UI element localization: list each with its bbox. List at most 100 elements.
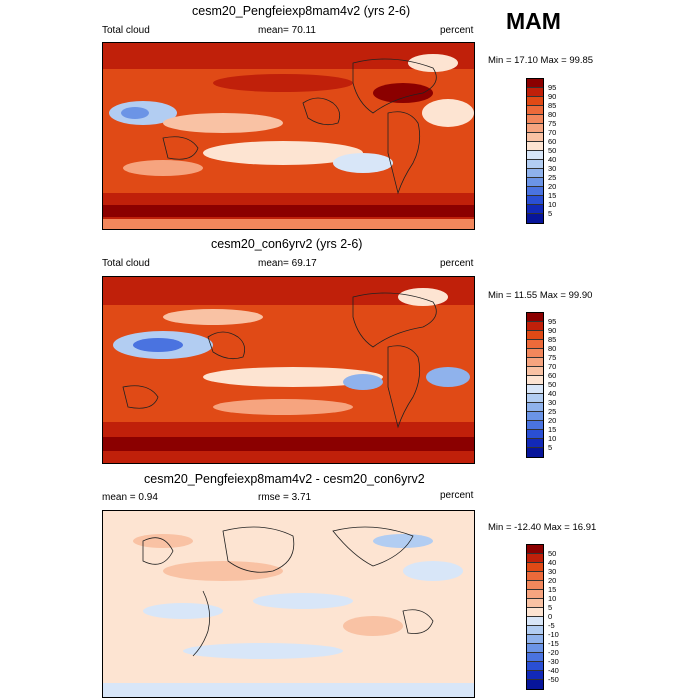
- colorbar-tick-label: -50: [548, 675, 559, 684]
- panel2-colorbar-boxes: [526, 312, 544, 458]
- colorbar-tick-label: 30: [548, 398, 557, 407]
- colorbar-tick-label: 5: [548, 603, 553, 612]
- colorbar-tick-label: 30: [548, 567, 557, 576]
- colorbar-swatch: [527, 313, 543, 322]
- season-label: MAM: [506, 8, 561, 34]
- colorbar-swatch: [527, 563, 543, 572]
- colorbar-swatch: [527, 376, 543, 385]
- colorbar-tick-label: 20: [548, 182, 557, 191]
- colorbar-swatch: [527, 403, 543, 412]
- colorbar-swatch: [527, 133, 543, 142]
- colorbar-swatch: [527, 79, 543, 88]
- colorbar-tick-label: 40: [548, 155, 557, 164]
- colorbar-tick-label: 20: [548, 576, 557, 585]
- colorbar-tick-label: 40: [548, 558, 557, 567]
- colorbar-tick-label: 30: [548, 164, 557, 173]
- colorbar-tick-label: -10: [548, 630, 559, 639]
- colorbar-swatch: [527, 394, 543, 403]
- panel3-mean-label: mean = 0.94: [102, 492, 158, 503]
- colorbar-swatch: [527, 169, 543, 178]
- colorbar-swatch: [527, 385, 543, 394]
- colorbar-tick-label: 90: [548, 92, 557, 101]
- colorbar-tick-label: 95: [548, 83, 557, 92]
- colorbar-tick-label: 75: [548, 119, 557, 128]
- colorbar-tick-label: 5: [548, 209, 553, 218]
- colorbar-swatch: [527, 97, 543, 106]
- panel2-title: cesm20_con6yrv2 (yrs 2-6): [211, 237, 363, 251]
- colorbar-swatch: [527, 106, 543, 115]
- colorbar-tick-label: 80: [548, 110, 557, 119]
- colorbar-swatch: [527, 340, 543, 349]
- colorbar-tick-label: 10: [548, 594, 557, 603]
- panel1-minmax: Min = 17.10 Max = 99.85: [488, 55, 594, 66]
- panel2-minmax: Min = 11.55 Max = 99.90: [488, 290, 593, 301]
- colorbar-tick-label: 95: [548, 317, 557, 326]
- colorbar-tick-label: -30: [548, 657, 559, 666]
- panel2-left-label: Total cloud: [102, 258, 150, 269]
- colorbar-tick-label: 85: [548, 101, 557, 110]
- colorbar-tick-label: 10: [548, 200, 557, 209]
- colorbar-tick-label: 15: [548, 585, 557, 594]
- colorbar-swatch: [527, 421, 543, 430]
- panel3-colorbar-boxes: [526, 544, 544, 690]
- panel3-minmax: Min = -12.40 Max = 16.91: [488, 522, 597, 533]
- colorbar-tick-label: 60: [548, 371, 557, 380]
- colorbar-swatch: [527, 617, 543, 626]
- panel1-colorbar-boxes: [526, 78, 544, 224]
- colorbar-tick-label: 50: [548, 549, 557, 558]
- colorbar-swatch: [527, 608, 543, 617]
- colorbar-swatch: [527, 430, 543, 439]
- panel1-mean-label: mean= 70.11: [258, 25, 316, 36]
- colorbar-swatch: [527, 680, 543, 689]
- colorbar-swatch: [527, 412, 543, 421]
- colorbar-swatch: [527, 581, 543, 590]
- colorbar-swatch: [527, 214, 543, 223]
- colorbar-swatch: [527, 142, 543, 151]
- panel3-title: cesm20_Pengfeiexp8mam4v2 - cesm20_con6yr…: [144, 472, 425, 486]
- colorbar-tick-label: 75: [548, 353, 557, 362]
- colorbar-tick-label: 15: [548, 191, 557, 200]
- colorbar-swatch: [527, 545, 543, 554]
- colorbar-swatch: [527, 662, 543, 671]
- colorbar-swatch: [527, 554, 543, 563]
- colorbar-swatch: [527, 653, 543, 662]
- colorbar-swatch: [527, 88, 543, 97]
- colorbar-tick-label: 90: [548, 326, 557, 335]
- colorbar-swatch: [527, 599, 543, 608]
- panel2-mean-label: mean= 69.17: [258, 258, 317, 269]
- colorbar-swatch: [527, 205, 543, 214]
- colorbar-swatch: [527, 115, 543, 124]
- colorbar-tick-label: 50: [548, 146, 557, 155]
- colorbar-swatch: [527, 124, 543, 133]
- panel2-units-label: percent: [440, 258, 474, 269]
- colorbar-swatch: [527, 358, 543, 367]
- colorbar-swatch: [527, 178, 543, 187]
- colorbar-tick-label: 5: [548, 443, 553, 452]
- colorbar-swatch: [527, 626, 543, 635]
- colorbar-swatch: [527, 644, 543, 653]
- colorbar-swatch: [527, 187, 543, 196]
- colorbar-tick-label: 15: [548, 425, 557, 434]
- colorbar-tick-label: 70: [548, 128, 557, 137]
- colorbar-tick-label: 70: [548, 362, 557, 371]
- panel1-left-label: Total cloud: [102, 25, 150, 36]
- panel1-title: cesm20_Pengfeiexp8mam4v2 (yrs 2-6): [192, 4, 411, 18]
- colorbar-swatch: [527, 671, 543, 680]
- colorbar-tick-label: -40: [548, 666, 559, 675]
- colorbar-swatch: [527, 331, 543, 340]
- panel3-difference-map: [102, 510, 475, 698]
- colorbar-swatch: [527, 349, 543, 358]
- colorbar-swatch: [527, 448, 543, 457]
- panel3-units-label: percent: [440, 490, 474, 501]
- colorbar-tick-label: 20: [548, 416, 557, 425]
- colorbar-tick-label: 80: [548, 344, 557, 353]
- colorbar-swatch: [527, 367, 543, 376]
- panel2-cloud-map: [102, 276, 475, 464]
- colorbar-tick-label: 50: [548, 380, 557, 389]
- colorbar-swatch: [527, 160, 543, 169]
- colorbar-tick-label: 0: [548, 612, 553, 621]
- colorbar-tick-label: 85: [548, 335, 557, 344]
- colorbar-swatch: [527, 151, 543, 160]
- colorbar-tick-label: 40: [548, 389, 557, 398]
- colorbar-swatch: [527, 196, 543, 205]
